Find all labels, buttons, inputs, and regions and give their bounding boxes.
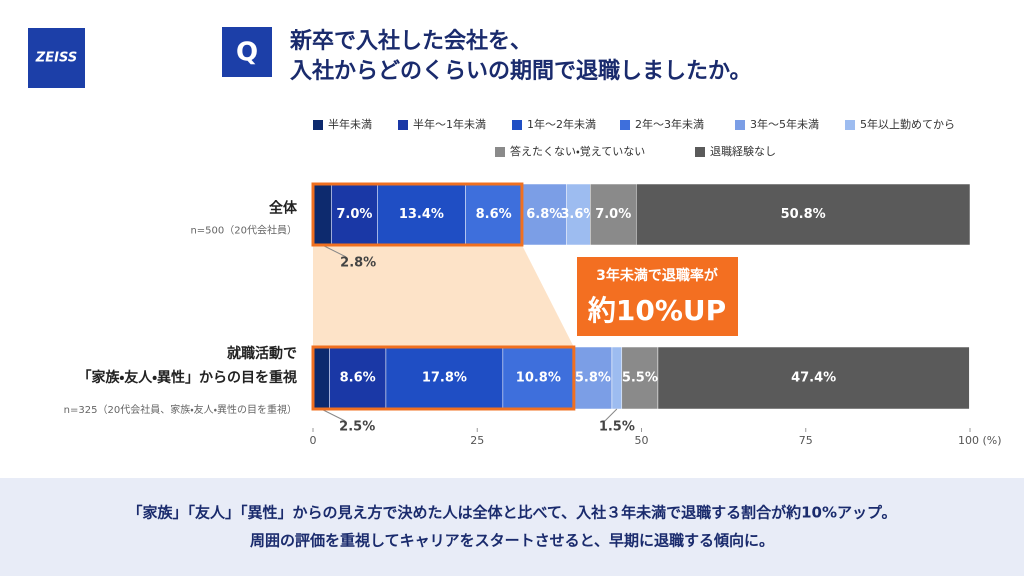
bar-segment — [521, 183, 567, 246]
x-tick-label: 0 — [310, 434, 317, 447]
callout-text: 約10%UP — [587, 294, 726, 327]
data-label: 5.5% — [622, 371, 658, 386]
highlight-box — [311, 182, 524, 247]
category-label: 「家族・友人・異性」からの目を重視 — [77, 369, 297, 386]
bar-segment — [377, 183, 466, 246]
legend-label: 2年〜3年未満 — [635, 117, 704, 131]
data-label: 7.0% — [336, 207, 372, 222]
footer-text: 「家族」「友人」「異性」からの見え方で決めた人は全体と比べて、入社３年未満で退職… — [127, 504, 896, 522]
data-label: 50.8% — [781, 207, 826, 222]
bar-segment — [329, 346, 387, 410]
bar-segment — [635, 183, 971, 246]
bar-segment — [590, 183, 637, 246]
legend-label: 3年〜5年未満 — [750, 117, 819, 131]
legend-label: 1年〜2年未満 — [527, 117, 596, 131]
footer-band — [0, 478, 1024, 576]
bar-segment — [502, 346, 575, 410]
bar-segment — [657, 346, 970, 410]
bar-segment — [385, 346, 504, 410]
legend-label: 半年未満 — [328, 117, 372, 131]
bar-segment — [621, 346, 659, 410]
q-badge: Q — [236, 38, 258, 68]
logo: ZEISS — [35, 51, 77, 66]
category-label: 全体 — [269, 200, 298, 217]
category-label: 就職活動で — [227, 345, 297, 362]
logo-box — [28, 28, 85, 88]
data-label: 8.6% — [476, 207, 512, 222]
legend-swatch — [313, 120, 323, 130]
legend-swatch — [735, 120, 745, 130]
callout-box — [577, 257, 738, 336]
chart: 半年未満 半年〜1年未満 1年〜2年未満 2年〜3年未満 3年〜5年未満 5年以上勤めてか… — [64, 117, 1002, 447]
category-note: n=325（20代会社員、家族・友人・異性の目を重視） — [64, 403, 297, 416]
legend-label: 5年以上勤めてから — [860, 117, 955, 131]
data-label: 17.8% — [422, 371, 467, 386]
legend-swatch — [845, 120, 855, 130]
highlight-box — [311, 345, 576, 411]
footer-text: 周囲の評価を重視してキャリアをスタートさせると、早期に退職する傾向に。 — [250, 532, 774, 550]
title: 新卒で入社した会社を、 — [289, 29, 532, 54]
q-badge-box — [222, 27, 272, 77]
category-note: n=500（20代会社員） — [190, 224, 297, 237]
bar-segment — [312, 183, 332, 246]
data-label: 47.4% — [791, 371, 836, 386]
highlight-link — [313, 245, 574, 347]
legend-label: 半年〜1年未満 — [413, 117, 486, 131]
leader-line — [604, 408, 618, 422]
legend-swatch — [495, 147, 505, 157]
bar-segment — [611, 346, 623, 410]
legend-swatch — [620, 120, 630, 130]
bar-segment — [465, 183, 523, 246]
x-tick-label: 25 — [470, 434, 484, 447]
data-label: 13.4% — [399, 207, 444, 222]
data-label: 10.8% — [516, 371, 561, 386]
x-tick-label: 50 — [635, 434, 649, 447]
legend-swatch — [512, 120, 522, 130]
data-label: 6.8% — [526, 207, 562, 222]
legend-swatch — [695, 147, 705, 157]
data-label: 8.6% — [340, 371, 376, 386]
data-label: 7.0% — [595, 207, 631, 222]
title: 入社からどのくらいの期間で退職しましたか。 — [290, 59, 752, 84]
leader-line — [320, 408, 346, 422]
bar-segment — [573, 346, 613, 410]
x-tick-label: 75 — [799, 434, 813, 447]
legend-swatch — [398, 120, 408, 130]
data-label: 1.5% — [599, 420, 635, 435]
legend-label: 退職経験なし — [710, 144, 776, 158]
legend-label: 答えたくない・覚えていない — [510, 144, 645, 158]
leader-line — [321, 244, 347, 258]
bar-segment — [312, 346, 330, 410]
data-label: 2.5% — [339, 420, 375, 435]
data-label: 3.6% — [560, 207, 596, 222]
x-tick-label: 100 (%) — [958, 434, 1002, 447]
data-label: 5.8% — [575, 371, 611, 386]
data-label: 2.8% — [340, 256, 376, 271]
callout-text: 3年未満で退職率が — [596, 267, 719, 284]
